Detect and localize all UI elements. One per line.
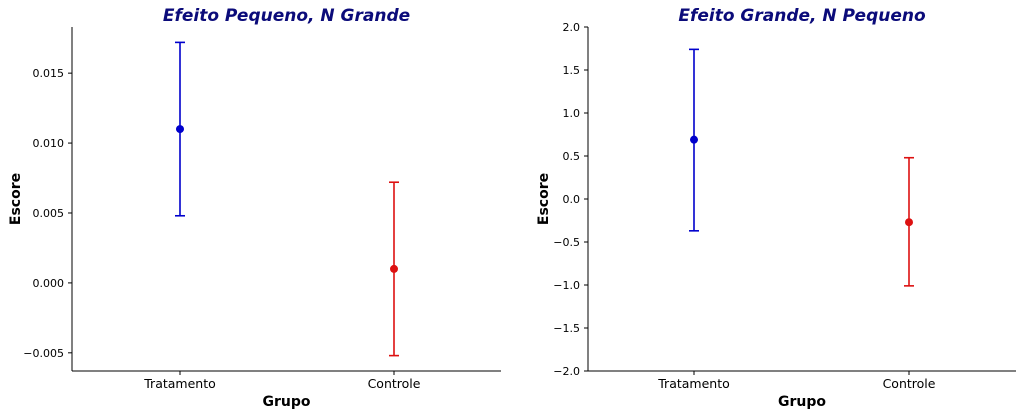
mean-point bbox=[690, 135, 698, 144]
errorbar-controle bbox=[389, 181, 399, 357]
chart-panel-2: Efeito Grande, N Pequeno −2.0 −1.5 −1.0 −0.5… bbox=[536, 6, 1016, 410]
errorbar-tratamento bbox=[689, 48, 699, 232]
y-tick-label: 0.005 bbox=[33, 207, 65, 220]
y-tick-label: −1.0 bbox=[553, 279, 580, 292]
y-tick-label: 0.5 bbox=[563, 150, 581, 163]
y-tick-label: −2.0 bbox=[553, 365, 580, 378]
y-tick-label: −0.5 bbox=[553, 236, 580, 249]
y-tick-label: 1.5 bbox=[563, 64, 581, 77]
chart-title: Efeito Pequeno, N Grande bbox=[163, 6, 410, 26]
y-tick-label: 0.0 bbox=[563, 193, 581, 206]
x-tick-label: Tratamento bbox=[657, 376, 730, 391]
x-axis-label: Grupo bbox=[778, 394, 826, 410]
y-axis-label: Escore bbox=[536, 173, 552, 225]
x-axis-label: Grupo bbox=[262, 394, 310, 410]
chart-panel-1: Efeito Pequeno, N Grande −0.005 0.000 0.005… bbox=[8, 6, 501, 410]
y-tick-label: −1.5 bbox=[553, 322, 580, 335]
y-tick-label: 0.010 bbox=[33, 137, 65, 150]
y-tick-label: 0.015 bbox=[33, 67, 65, 80]
y-tick-label: 1.0 bbox=[563, 107, 581, 120]
y-axis-label: Escore bbox=[8, 173, 24, 225]
mean-point bbox=[176, 125, 184, 134]
y-tick-label: 2.0 bbox=[563, 21, 581, 34]
mean-point bbox=[390, 264, 398, 273]
errorbar-tratamento bbox=[175, 41, 185, 217]
errorbar-controle bbox=[904, 156, 914, 287]
x-tick-label: Controle bbox=[883, 376, 936, 391]
mean-point bbox=[905, 218, 913, 227]
x-tick-label: Controle bbox=[368, 376, 421, 391]
y-tick-label: −0.005 bbox=[23, 347, 64, 360]
chart-title: Efeito Grande, N Pequeno bbox=[678, 6, 926, 26]
x-tick-label: Tratamento bbox=[143, 376, 216, 391]
y-tick-label: 0.000 bbox=[33, 277, 65, 290]
